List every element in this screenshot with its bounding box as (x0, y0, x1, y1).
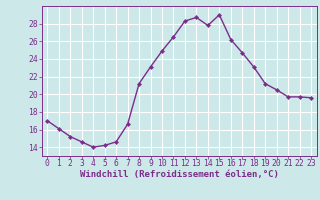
X-axis label: Windchill (Refroidissement éolien,°C): Windchill (Refroidissement éolien,°C) (80, 170, 279, 179)
